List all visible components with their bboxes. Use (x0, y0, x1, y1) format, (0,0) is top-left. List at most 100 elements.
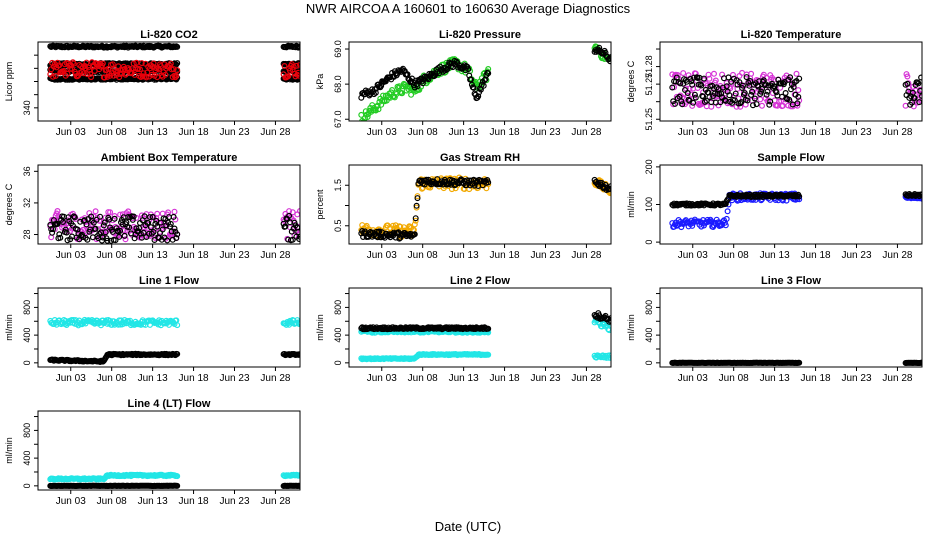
data-point (796, 193, 803, 200)
x-tick-label: Jun 08 (97, 373, 127, 384)
data-point (101, 219, 108, 226)
data-point (129, 216, 136, 223)
data-point (116, 233, 123, 240)
data-point (738, 99, 745, 106)
plot-frame (659, 41, 923, 122)
data-point (80, 70, 87, 77)
data-series (47, 42, 300, 51)
data-point (723, 215, 730, 222)
data-point (689, 102, 696, 109)
data-point (400, 224, 407, 231)
data-series (280, 351, 300, 359)
x-tick-label: Jun 18 (801, 373, 831, 384)
panel-ylabel: ml/min (4, 314, 14, 341)
data-point (141, 213, 148, 220)
data-point (145, 220, 152, 227)
x-tick-label: Jun 23 (841, 127, 871, 138)
data-point (174, 67, 181, 74)
data-point (414, 193, 421, 200)
x-tick-label: Jun 03 (56, 127, 86, 138)
data-points (358, 43, 611, 121)
x-tick-label: Jun 18 (179, 250, 209, 261)
x-tick-label: Jun 13 (760, 127, 790, 138)
data-point (65, 214, 72, 221)
y-tick-label: 800 (333, 300, 343, 315)
data-point (719, 84, 726, 91)
data-point (154, 223, 161, 230)
data-point (101, 74, 108, 81)
data-series (47, 212, 300, 244)
x-tick-label: Jun 18 (801, 250, 831, 261)
chart-panel: Ambient Box Temperature degrees C Jun 03 Ju… (4, 152, 301, 261)
data-point (102, 229, 109, 236)
y-tick-label: 800 (644, 300, 654, 315)
data-point (57, 234, 64, 241)
data-point (286, 212, 293, 219)
y-tick-label: 28 (22, 230, 32, 240)
data-point (174, 482, 181, 489)
data-point (117, 227, 124, 234)
y-tick-label: 67.0 (333, 110, 343, 128)
data-point (62, 226, 69, 233)
panel-title: Li-820 Pressure (439, 29, 521, 41)
data-point (297, 208, 300, 214)
chart-panel: Gas Stream RH percent Jun 03 Jun 08 Jun 13 Ju… (315, 152, 612, 261)
data-point (125, 208, 132, 215)
data-point (107, 209, 114, 216)
data-point (747, 77, 754, 84)
x-tick-label: Jun 03 (367, 127, 397, 138)
data-point (669, 84, 676, 91)
data-point (71, 214, 78, 221)
x-tick-label: Jun 28 (260, 127, 290, 138)
x-tick-label: Jun 08 (408, 127, 438, 138)
data-point (399, 90, 406, 97)
y-tick-label: 1.5 (333, 179, 343, 192)
data-point (671, 100, 678, 107)
data-point (174, 231, 181, 238)
x-tick-label: Jun 13 (449, 373, 479, 384)
panel-title: Gas Stream RH (440, 152, 520, 164)
data-series (669, 74, 922, 109)
data-point (111, 215, 118, 222)
x-tick-label: Jun 13 (449, 250, 479, 261)
data-point (674, 71, 681, 78)
y-tick-label: 400 (644, 328, 654, 343)
figure-xlabel: Date (UTC) (435, 519, 501, 534)
x-tick-label: Jun 18 (179, 127, 209, 138)
plot-frame (348, 287, 612, 368)
data-point (414, 195, 421, 202)
data-point (680, 70, 687, 77)
x-tick-label: Jun 03 (367, 373, 397, 384)
data-point (141, 225, 148, 232)
data-series (358, 351, 492, 363)
data-point (796, 359, 803, 366)
data-point (297, 233, 300, 240)
y-tick-label: 800 (22, 423, 32, 438)
x-tick-label: Jun 08 (408, 250, 438, 261)
x-tick-label: Jun 18 (801, 127, 831, 138)
x-tick-label: Jun 13 (138, 127, 168, 138)
y-tick-label: 400 (22, 328, 32, 343)
data-series (591, 176, 611, 194)
panel-title: Line 3 Flow (761, 275, 821, 287)
data-point (86, 66, 93, 73)
x-tick-label: Jun 18 (490, 250, 520, 261)
data-point (684, 89, 691, 96)
data-point (918, 192, 922, 198)
data-point (691, 91, 698, 98)
x-tick-label: Jun 03 (367, 250, 397, 261)
data-point (140, 70, 147, 77)
data-point (167, 220, 174, 227)
chart-panel: Li-820 Temperature degrees C Jun 03 Jun 08 J… (626, 29, 923, 138)
data-points (669, 69, 922, 110)
data-point (87, 70, 94, 77)
data-point (706, 93, 713, 100)
data-point (706, 75, 713, 82)
data-point (758, 88, 765, 95)
data-point (607, 185, 611, 192)
x-tick-label: Jun 03 (678, 250, 708, 261)
data-point (748, 70, 755, 77)
plot-frame (659, 287, 923, 368)
x-tick-label: Jun 03 (678, 127, 708, 138)
